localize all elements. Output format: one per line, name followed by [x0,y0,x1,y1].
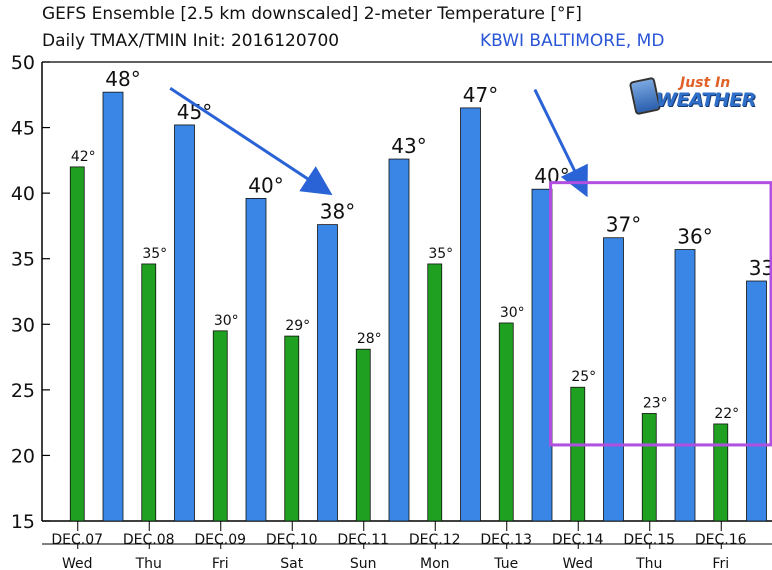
weekday-label: Sun [350,556,377,570]
tmax-bar [746,280,767,522]
logo-bottom-text: WEATHER [656,89,756,111]
trend-arrow [169,86,333,196]
tmin-bar [498,322,514,522]
tmin-bar [427,263,443,522]
tmax-value-label: 37° [606,213,641,237]
tmin-value-label: 28° [357,331,382,347]
tmax-value-label: 43° [391,134,426,158]
chart-title: GEFS Ensemble [2.5 km downscaled] 2-mete… [42,4,582,24]
tmax-value-label: 38° [320,200,355,224]
y-tick-label: 25 [11,380,35,402]
date-label: DEC.10 [266,532,318,548]
weekday-label: Wed [62,556,93,570]
tmin-bar [141,263,157,522]
weekday-label: Sat [280,556,303,570]
tmin-value-label: 35° [142,246,167,262]
date-label: DEC.12 [409,532,461,548]
tmin-bar [355,348,371,522]
tmin-bar [713,423,729,522]
tmin-value-label: 30° [214,313,239,329]
tmin-value-label: 35° [428,246,453,262]
tmax-value-label: 36° [677,225,712,249]
weekday-label: Thu [135,556,162,570]
tmax-bar [174,124,195,522]
tmax-value-label: 40° [248,173,283,197]
weekday-label: Thu [635,556,662,570]
date-label: DEC.07 [51,532,103,548]
date-label: DEC.15 [623,532,675,548]
y-tick-label: 15 [11,511,35,533]
y-tick-label: 45 [11,118,35,140]
tmin-value-label: 22° [714,406,739,422]
highlight-box [549,181,772,447]
y-tick-label: 35 [11,249,35,271]
date-label: DEC.13 [480,532,532,548]
tmin-bar [69,166,85,522]
tmin-bar [641,413,657,522]
tmax-value-label: 47° [463,83,498,107]
tmax-bar [388,158,410,522]
just-in-weather-logo: Just In WEATHER [628,75,756,117]
y-tick-label: 30 [11,314,35,336]
tmax-bar [603,237,624,522]
date-label: DEC.09 [194,532,246,548]
tmin-bar [570,386,586,522]
tmin-value-label: 23° [643,395,668,411]
date-label: DEC.11 [337,532,389,548]
tmax-bar [102,91,124,522]
weekday-label: Wed [562,556,593,570]
tmax-value-label: 33° [749,256,772,280]
weekday-label: Tue [493,556,518,570]
tmin-value-label: 29° [285,318,310,334]
tmax-bar [674,249,696,522]
tmax-value-label: 48° [105,67,140,91]
tmin-value-label: 42° [71,149,96,165]
tmin-bar [212,330,228,522]
tmax-bar [460,107,481,522]
tmin-bar [284,335,300,522]
weekday-label: Fri [212,556,229,570]
y-tick-label: 40 [11,183,35,205]
tmax-bar [317,224,338,522]
date-label: DEC.14 [552,532,604,548]
logo-top-text: Just In [680,75,731,91]
trend-arrow [533,88,588,198]
date-label: DEC.08 [123,532,175,548]
y-tick-label: 50 [11,52,35,74]
y-tick-label: 20 [11,445,35,467]
tmin-value-label: 30° [500,305,525,321]
tmax-bar [531,188,553,522]
tmax-bar [245,197,267,522]
weekday-label: Mon [420,556,450,570]
weekday-label: Fri [712,556,729,570]
tmin-value-label: 25° [571,369,596,385]
chart-subtitle: Daily TMAX/TMIN Init: 2016120700 [42,31,340,51]
station-label: KBWI BALTIMORE, MD [480,31,665,51]
date-label: DEC.16 [695,532,747,548]
